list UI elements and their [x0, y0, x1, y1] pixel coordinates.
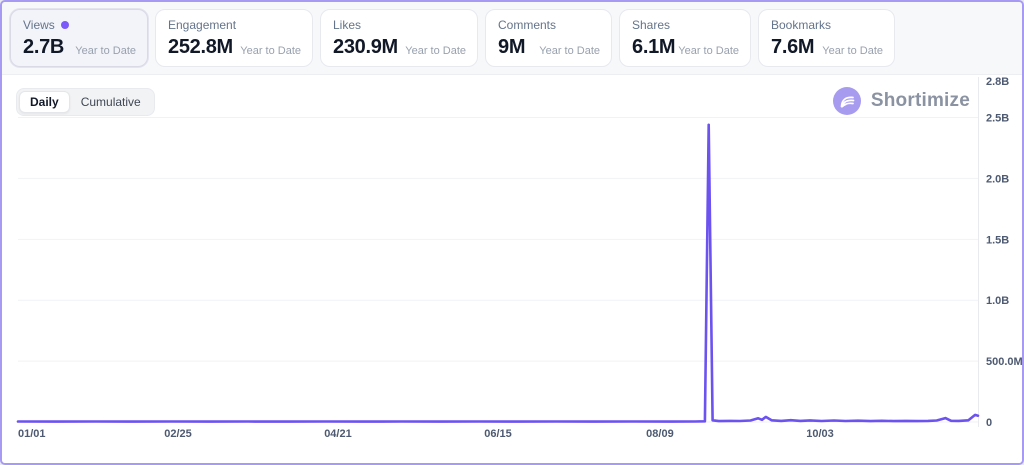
- daily-tab[interactable]: Daily: [19, 91, 70, 113]
- metrics-bar: Views 2.7B Year to Date Engagement 252.8…: [2, 2, 1022, 75]
- metric-label: Likes: [333, 18, 362, 32]
- metric-card-header: Views: [23, 18, 135, 32]
- svg-text:1.0B: 1.0B: [986, 295, 1009, 307]
- metric-period: Year to Date: [405, 45, 466, 57]
- metric-label: Comments: [498, 18, 557, 32]
- metric-card-header: Shares: [632, 18, 738, 32]
- view-mode-toggle: Daily Cumulative: [16, 88, 155, 116]
- svg-text:02/25: 02/25: [164, 428, 192, 440]
- metric-card-likes[interactable]: Likes 230.9M Year to Date: [320, 9, 478, 67]
- metric-value: 9M: [498, 36, 526, 58]
- metric-value: 7.6M: [771, 36, 815, 58]
- metric-card-header: Bookmarks: [771, 18, 882, 32]
- svg-text:0: 0: [986, 417, 992, 429]
- svg-text:2.8B: 2.8B: [986, 76, 1009, 88]
- svg-text:2.0B: 2.0B: [986, 173, 1009, 185]
- metric-label: Shares: [632, 18, 671, 32]
- svg-text:500.0M: 500.0M: [986, 356, 1022, 368]
- svg-text:06/15: 06/15: [484, 428, 512, 440]
- svg-text:1.5B: 1.5B: [986, 234, 1009, 246]
- svg-text:2.5B: 2.5B: [986, 113, 1009, 125]
- chart-section: Daily Cumulative Shortimize 0 500.0M 1.0B 1…: [2, 75, 1022, 463]
- metric-period: Year to Date: [539, 45, 600, 57]
- views-line-chart[interactable]: 0 500.0M 1.0B 1.5B 2.0B 2.5B 2.8B 01/01 02/25 04/…: [2, 75, 1022, 463]
- metric-card-engagement[interactable]: Engagement 252.8M Year to Date: [155, 9, 313, 67]
- metric-label: Bookmarks: [771, 18, 832, 32]
- metric-value: 252.8M: [168, 36, 233, 58]
- metric-card-shares[interactable]: Shares 6.1M Year to Date: [619, 9, 751, 67]
- metric-card-header: Engagement: [168, 18, 300, 32]
- metric-value: 2.7B: [23, 36, 65, 58]
- metric-card-bookmarks[interactable]: Bookmarks 7.6M Year to Date: [758, 9, 895, 67]
- metric-card-header: Comments: [498, 18, 599, 32]
- metric-card-comments[interactable]: Comments 9M Year to Date: [485, 9, 612, 67]
- metric-card-header: Likes: [333, 18, 465, 32]
- metric-period: Year to Date: [75, 45, 136, 57]
- metric-value: 6.1M: [632, 36, 676, 58]
- svg-text:08/09: 08/09: [646, 428, 674, 440]
- cumulative-tab[interactable]: Cumulative: [70, 91, 152, 113]
- metric-period: Year to Date: [240, 45, 301, 57]
- metric-value: 230.9M: [333, 36, 398, 58]
- metric-period: Year to Date: [678, 45, 739, 57]
- svg-text:10/03: 10/03: [806, 428, 834, 440]
- selected-metric-dot: [60, 21, 69, 29]
- metric-period: Year to Date: [822, 45, 883, 57]
- svg-text:01/01: 01/01: [18, 428, 46, 440]
- metric-label: Views: [23, 18, 55, 32]
- svg-text:04/21: 04/21: [324, 428, 352, 440]
- metric-card-views[interactable]: Views 2.7B Year to Date: [10, 9, 148, 67]
- metric-label: Engagement: [168, 18, 237, 32]
